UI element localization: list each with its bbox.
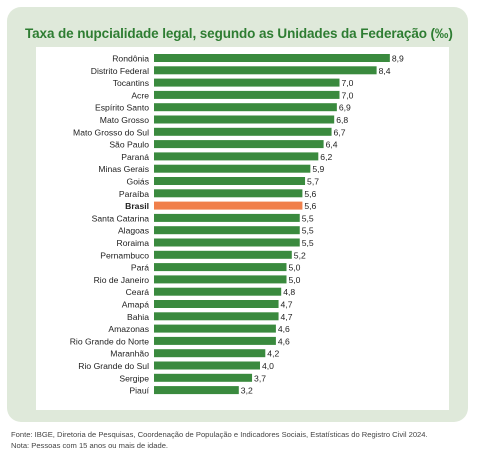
bar bbox=[154, 349, 266, 358]
category-label: São Paulo bbox=[109, 140, 149, 150]
bar bbox=[154, 54, 390, 62]
category-label: Rio Grande do Sul bbox=[78, 361, 149, 371]
value-label: 6,2 bbox=[320, 152, 332, 162]
category-label: Pernambuco bbox=[100, 250, 149, 260]
bar bbox=[154, 90, 340, 99]
bar bbox=[154, 386, 239, 395]
value-label: 6,9 bbox=[339, 103, 351, 113]
value-label: 5,5 bbox=[302, 226, 314, 236]
value-label: 4,6 bbox=[278, 324, 290, 334]
source-note: Fonte: IBGE, Diretoria de Pesquisas, Coo… bbox=[11, 430, 428, 439]
category-label: Sergipe bbox=[119, 373, 149, 383]
category-label: Paraná bbox=[121, 152, 149, 162]
category-label: Tocantins bbox=[113, 78, 149, 88]
bar bbox=[154, 250, 292, 259]
bar bbox=[154, 324, 276, 333]
value-label: 5,5 bbox=[302, 213, 314, 223]
category-label: Rondônia bbox=[112, 54, 149, 64]
category-label: Goiás bbox=[127, 177, 149, 187]
bar bbox=[154, 66, 377, 75]
bar bbox=[154, 115, 335, 124]
category-label: Rio de Janeiro bbox=[94, 275, 150, 285]
value-label: 5,7 bbox=[307, 177, 319, 187]
bar bbox=[154, 287, 282, 296]
value-label: 5,0 bbox=[289, 275, 301, 285]
category-label: Distrito Federal bbox=[91, 66, 149, 76]
value-label: 7,0 bbox=[342, 78, 354, 88]
bar bbox=[154, 164, 311, 173]
category-label: Ceará bbox=[126, 287, 150, 297]
category-label: Alagoas bbox=[118, 226, 149, 236]
value-label: 5,6 bbox=[304, 189, 316, 199]
value-label: 3,7 bbox=[254, 373, 266, 383]
bar bbox=[154, 201, 303, 210]
category-label: Amazonas bbox=[108, 324, 149, 334]
category-label: Maranhão bbox=[110, 349, 149, 359]
category-label: Santa Catarina bbox=[92, 213, 150, 223]
bar bbox=[154, 373, 253, 382]
bar bbox=[154, 127, 332, 136]
value-label: 5,6 bbox=[304, 201, 316, 211]
value-label: 8,4 bbox=[379, 66, 391, 76]
bar bbox=[154, 177, 306, 185]
category-label: Mato Grosso do Sul bbox=[73, 127, 149, 137]
value-label: 4,7 bbox=[281, 300, 293, 310]
category-label: Piauí bbox=[129, 386, 149, 396]
value-label: 5,9 bbox=[312, 164, 324, 174]
bar bbox=[154, 103, 337, 112]
value-label: 4,6 bbox=[278, 336, 290, 346]
bar bbox=[154, 213, 300, 222]
value-label: 3,2 bbox=[241, 386, 253, 396]
bar bbox=[154, 263, 287, 272]
bar bbox=[154, 78, 340, 87]
category-label: Amapá bbox=[122, 300, 149, 310]
value-label: 4,7 bbox=[281, 312, 293, 322]
bar bbox=[154, 275, 287, 284]
bar bbox=[154, 300, 279, 308]
bar bbox=[154, 336, 276, 345]
category-label: Pará bbox=[131, 263, 149, 273]
category-label: Acre bbox=[131, 90, 149, 100]
bar bbox=[154, 238, 300, 247]
category-label: Espírito Santo bbox=[95, 103, 149, 113]
category-label: Mato Grosso bbox=[100, 115, 149, 125]
value-label: 5,2 bbox=[294, 250, 306, 260]
value-label: 4,2 bbox=[267, 349, 279, 359]
footnote: Nota: Pessoas com 15 anos ou mais de ida… bbox=[11, 440, 169, 450]
value-label: 5,5 bbox=[302, 238, 314, 248]
value-label: 6,4 bbox=[326, 140, 338, 150]
chart-title: Taxa de nupcialidade legal, segundo as U… bbox=[25, 26, 453, 41]
value-label: 4,0 bbox=[262, 361, 274, 371]
category-label: Brasil bbox=[125, 201, 149, 211]
value-label: 6,8 bbox=[336, 115, 348, 125]
category-label: Minas Gerais bbox=[98, 164, 149, 174]
value-label: 6,7 bbox=[334, 127, 346, 137]
category-label: Bahia bbox=[127, 312, 149, 322]
value-label: 8,9 bbox=[392, 54, 404, 64]
value-label: 5,0 bbox=[289, 263, 301, 273]
value-label: 4,8 bbox=[283, 287, 295, 297]
bar bbox=[154, 226, 300, 235]
bar bbox=[154, 152, 319, 161]
chart-footer: Fonte: IBGE, Diretoria de Pesquisas, Coo… bbox=[11, 430, 428, 451]
bar bbox=[154, 312, 279, 321]
category-label: Rio Grande do Norte bbox=[70, 336, 150, 346]
value-label: 7,0 bbox=[342, 90, 354, 100]
category-label: Paraíba bbox=[119, 189, 149, 199]
bar bbox=[154, 189, 303, 198]
category-label: Roraima bbox=[117, 238, 150, 248]
bar bbox=[154, 140, 324, 149]
bar bbox=[154, 361, 260, 370]
